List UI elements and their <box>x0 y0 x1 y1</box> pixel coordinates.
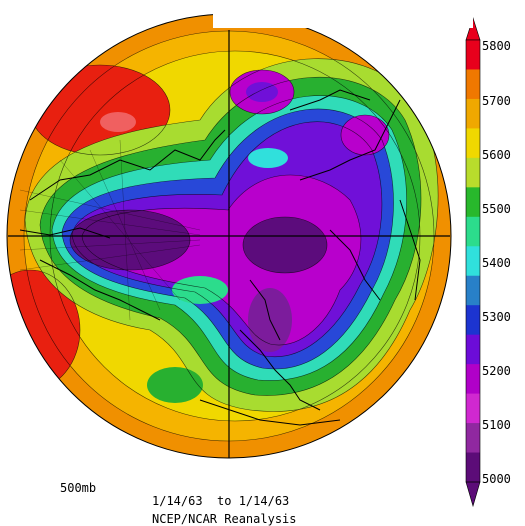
colorbar-frame <box>465 39 481 483</box>
pressure-level-label: 500mb <box>60 481 97 495</box>
colorbar-swatch <box>466 216 480 247</box>
colorbar <box>465 17 481 508</box>
colorbar-swatch <box>466 423 480 454</box>
low-center <box>243 217 327 273</box>
colorbar-swatch <box>466 334 480 365</box>
colorbar-swatch <box>466 40 480 70</box>
colorbar-swatch <box>466 157 480 188</box>
colorbar-tick-5600: 5600 <box>482 148 511 162</box>
colorbar-tick-5000: 5000 <box>482 472 511 486</box>
green-patch-west <box>172 276 228 304</box>
colorbar-swatch <box>466 364 480 395</box>
colorbar-tick-5500: 5500 <box>482 202 511 216</box>
colorbar-tick-5800: 5800 <box>482 39 511 53</box>
low-north-core <box>246 82 278 102</box>
colorbar-swatch <box>466 128 480 159</box>
cyan-patch <box>248 148 288 168</box>
high-southwest <box>7 270 80 390</box>
colorbar-tick-5200: 5200 <box>482 364 511 378</box>
graticule <box>19 139 201 321</box>
colorbar-tick-5300: 5300 <box>482 310 511 324</box>
colorbar-swatch <box>466 246 480 277</box>
green-patch-south <box>147 367 203 403</box>
colorbar-swatch <box>466 393 480 424</box>
colorbar-swatch <box>466 452 480 483</box>
colorbar-swatch <box>466 98 480 129</box>
data-source-label: NCEP/NCAR Reanalysis <box>152 512 297 526</box>
contour-fill <box>7 14 451 458</box>
colorbar-tick-5400: 5400 <box>482 256 511 270</box>
high-northwest-core <box>100 112 136 132</box>
colorbar-tick-5700: 5700 <box>482 94 511 108</box>
colorbar-arrow-bottom <box>465 481 481 508</box>
top-blank-area <box>213 0 473 28</box>
colorbar-swatch <box>466 187 480 218</box>
colorbar-swatch <box>466 305 480 336</box>
date-range-label: 1/14/63 to 1/14/63 <box>152 494 290 508</box>
colorbar-swatch <box>466 275 480 306</box>
colorbar-swatch <box>466 69 480 100</box>
low-west <box>70 210 190 270</box>
coastlines <box>19 89 421 426</box>
colorbar-tick-5100: 5100 <box>482 418 511 432</box>
